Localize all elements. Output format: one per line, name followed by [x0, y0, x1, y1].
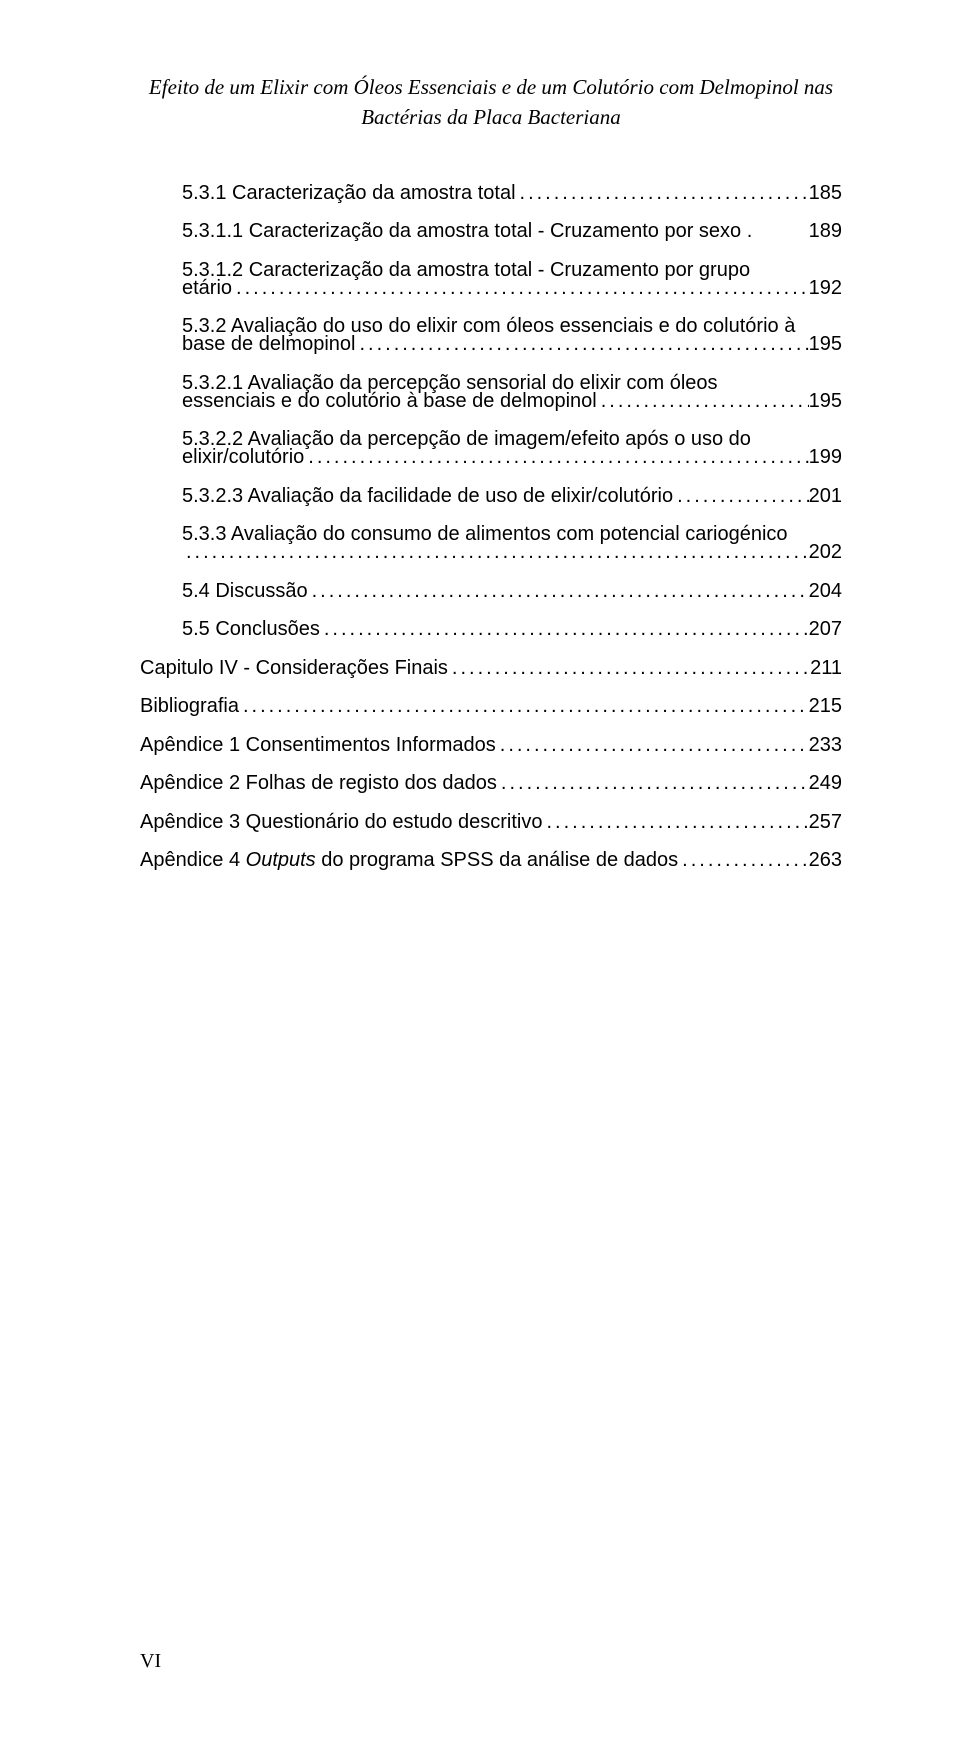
toc-entry: 5.3.1 Caracterização da amostra total 185: [140, 183, 842, 203]
toc-leader-dots: [239, 696, 809, 716]
toc-leader-dots: [232, 278, 809, 298]
page-number-footer: VI: [140, 1650, 161, 1673]
toc-entry-continuation: base de delmopinol 195: [140, 334, 842, 354]
toc-entry: Capitulo IV - Considerações Finais 211: [140, 658, 842, 678]
toc-label: etário: [182, 278, 232, 298]
toc-entry-continuation: elixir/colutório 199: [140, 447, 842, 467]
toc-label: Apêndice 2 Folhas de registo dos dados: [140, 773, 497, 793]
document-page: Efeito de um Elixir com Óleos Essenciais…: [0, 0, 960, 1743]
table-of-contents: 5.3.1 Caracterização da amostra total 185…: [140, 183, 842, 871]
toc-label: 5.3.3 Avaliação do consumo de alimentos …: [182, 524, 788, 544]
toc-page-number: 207: [809, 619, 842, 639]
toc-label: Apêndice 3 Questionário do estudo descri…: [140, 812, 542, 832]
toc-page-number: 211: [810, 658, 842, 678]
toc-page-number: 263: [809, 850, 842, 870]
toc-entry-continuation: etário 192: [140, 278, 842, 298]
toc-entry-continuation: 202: [140, 542, 842, 562]
toc-label: Apêndice 1 Consentimentos Informados: [140, 735, 496, 755]
toc-leader-dots: [496, 735, 809, 755]
toc-page-number: 201: [809, 486, 842, 506]
toc-entry: Bibliografia 215: [140, 696, 842, 716]
toc-entry-continuation: essenciais e do colutório à base de delm…: [140, 391, 842, 411]
toc-entry: Apêndice 2 Folhas de registo dos dados 24…: [140, 773, 842, 793]
toc-entry: Apêndice 4 Outputs do programa SPSS da a…: [140, 850, 842, 870]
toc-entry: 5.3.2.3 Avaliação da facilidade de uso d…: [140, 486, 842, 506]
toc-page-number: 195: [809, 391, 842, 411]
toc-entry: Apêndice 3 Questionário do estudo descri…: [140, 812, 842, 832]
header-line-2: Bactérias da Placa Bacteriana: [140, 102, 842, 132]
toc-leader-dots: [448, 658, 810, 678]
toc-page-number: 215: [809, 696, 842, 716]
header-line-1: Efeito de um Elixir com Óleos Essenciais…: [140, 72, 842, 102]
toc-label: 5.3.1 Caracterização da amostra total: [182, 183, 516, 203]
toc-entry: 5.3.1.1 Caracterização da amostra total …: [140, 221, 842, 241]
toc-page-number: 202: [809, 542, 842, 562]
toc-page-number: 249: [809, 773, 842, 793]
toc-label: 5.4 Discussão: [182, 581, 308, 601]
toc-leader-dots: [678, 850, 808, 870]
toc-label: 5.3.1.2 Caracterização da amostra total …: [182, 260, 750, 280]
page-header: Efeito de um Elixir com Óleos Essenciais…: [140, 72, 842, 133]
toc-page-number: 257: [809, 812, 842, 832]
toc-leader-dots: [673, 486, 809, 506]
toc-leader-dots: [304, 447, 808, 467]
toc-leader-dots: [542, 812, 808, 832]
toc-label: Bibliografia: [140, 696, 239, 716]
toc-label: 5.3.1.1 Caracterização da amostra total …: [182, 221, 752, 241]
toc-page-number: 192: [809, 278, 842, 298]
toc-leader-dots: [597, 391, 809, 411]
toc-entry: 5.5 Conclusões 207: [140, 619, 842, 639]
toc-entry: 5.3.3 Avaliação do consumo de alimentos …: [140, 524, 842, 544]
toc-page-number: 195: [809, 334, 842, 354]
toc-leader-dots: [182, 542, 809, 562]
toc-leader-dots: [516, 183, 809, 203]
toc-entry: Apêndice 1 Consentimentos Informados 233: [140, 735, 842, 755]
toc-label: Capitulo IV - Considerações Finais: [140, 658, 448, 678]
toc-page-number: 185: [809, 183, 842, 203]
toc-label: 5.5 Conclusões: [182, 619, 320, 639]
toc-label: essenciais e do colutório à base de delm…: [182, 391, 597, 411]
toc-label: elixir/colutório: [182, 447, 304, 467]
toc-leader-dots: [355, 334, 808, 354]
toc-leader-dots: [320, 619, 809, 639]
toc-leader-dots: [497, 773, 809, 793]
toc-entry: 5.3.1.2 Caracterização da amostra total …: [140, 260, 842, 280]
toc-label: Apêndice 4 Outputs do programa SPSS da a…: [140, 850, 678, 870]
toc-label: base de delmopinol: [182, 334, 355, 354]
toc-entry: 5.4 Discussão 204: [140, 581, 842, 601]
toc-page-number: 189: [809, 221, 842, 241]
toc-page-number: 204: [809, 581, 842, 601]
toc-label: 5.3.2.3 Avaliação da facilidade de uso d…: [182, 486, 673, 506]
toc-leader-dots: [308, 581, 809, 601]
toc-page-number: 199: [809, 447, 842, 467]
toc-page-number: 233: [809, 735, 842, 755]
